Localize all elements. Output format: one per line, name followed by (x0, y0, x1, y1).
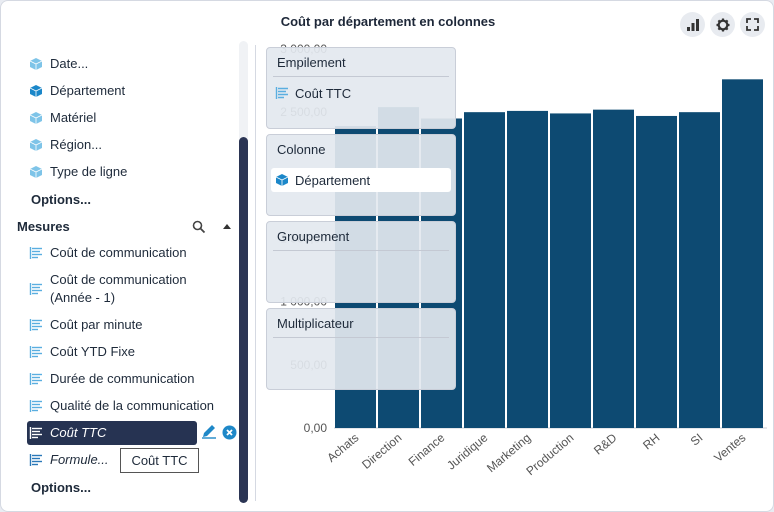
drag-tooltip: Coût TTC (120, 448, 199, 473)
measure-icon (29, 400, 42, 412)
measure-item-label: Coût de communication (50, 245, 187, 260)
measure-item-label: Coût de communication (Année - 1) (50, 272, 187, 305)
bar-si (679, 112, 720, 429)
edit-pencil-icon[interactable] (201, 423, 217, 439)
multiplier-zone[interactable]: Multiplicateur (266, 308, 456, 390)
settings-button[interactable] (710, 12, 735, 37)
measure-item-label: Coût YTD Fixe (50, 344, 136, 359)
measure-icon (29, 319, 42, 331)
cube-icon (29, 85, 43, 97)
zone-divider (273, 76, 449, 77)
column-chip[interactable]: Département (271, 168, 451, 192)
measure-item-formula[interactable]: Formule... (29, 451, 109, 469)
x-tick-label: Finance (406, 430, 448, 468)
measure-icon (29, 283, 42, 295)
window-title: Coût par département en colonnes (280, 14, 496, 29)
x-tick-label: Ventes (711, 431, 748, 465)
chip-label: Coût TTC (295, 85, 352, 101)
dimension-item-label: Région... (50, 137, 103, 152)
dimension-item-label: Type de ligne (50, 164, 128, 179)
dimension-item-date[interactable]: Date... (29, 55, 88, 73)
cube-icon (29, 166, 43, 178)
bar-marketing (507, 110, 548, 429)
measure-item-label: Durée de communication (50, 371, 195, 386)
measure-item-label: Formule... (50, 452, 109, 467)
measure-item[interactable]: Coût par minute (29, 316, 143, 334)
measure-item[interactable]: Durée de communication (29, 370, 195, 388)
dimension-item-label: Date... (50, 56, 89, 71)
bar-rh (636, 115, 677, 428)
measure-icon (29, 247, 42, 259)
stacking-chip[interactable]: Coût TTC (271, 81, 451, 105)
fullscreen-icon (746, 18, 759, 31)
zone-divider (273, 250, 449, 251)
x-tick-label: Achats (324, 431, 361, 465)
collapse-arrow-icon[interactable] (222, 223, 232, 230)
zone-title: Colonne (277, 142, 326, 157)
cube-icon (29, 112, 43, 124)
grouping-zone[interactable]: Groupement (266, 221, 456, 303)
bar-chart-icon (686, 18, 699, 31)
x-tick-label: SI (688, 431, 706, 449)
x-tick-label: R&D (591, 430, 620, 457)
x-tick-label: RH (640, 431, 662, 453)
measure-icon (275, 87, 288, 99)
measure-item[interactable]: Qualité de la communication (29, 397, 214, 415)
dimension-item-type-de-ligne[interactable]: Type de ligne (29, 163, 127, 181)
chip-label: Département (295, 172, 371, 188)
measure-item-label: Qualité de la communication (50, 398, 215, 413)
x-tick-label: Production (523, 431, 576, 479)
cube-icon (275, 174, 289, 186)
cube-icon (29, 139, 43, 151)
dimension-item-region[interactable]: Région... (29, 136, 102, 154)
measures-section-title: Mesures (17, 219, 70, 234)
measure-icon (29, 346, 42, 358)
bar-juridique (464, 112, 505, 429)
remove-circle-icon[interactable] (222, 425, 237, 440)
measure-icon (29, 373, 42, 385)
x-tick-label: Juridique (444, 430, 491, 472)
dimension-item-label: Matériel (50, 110, 97, 125)
scrollbar-thumb[interactable] (239, 137, 248, 503)
bar-rd (593, 109, 634, 428)
bar-ventes (722, 79, 763, 428)
y-tick-label: 0,00 (304, 421, 328, 435)
field-list-panel: Date... Département Matériel Région... T… (9, 35, 241, 507)
search-icon[interactable] (192, 220, 206, 234)
zone-title: Empilement (277, 55, 346, 70)
zone-title: Multiplicateur (277, 316, 354, 331)
panel-divider (255, 45, 256, 501)
dimensions-options-link[interactable]: Options... (31, 192, 91, 207)
x-tick-label: Direction (359, 431, 404, 472)
dimension-item-materiel[interactable]: Matériel (29, 109, 96, 127)
measure-item-label: Coût TTC (50, 425, 107, 440)
zone-title: Groupement (277, 229, 350, 244)
measure-item-selected[interactable]: Coût TTC (29, 424, 106, 442)
measure-icon (29, 427, 42, 439)
measure-item[interactable]: Coût YTD Fixe (29, 343, 135, 361)
bar-production (550, 113, 591, 429)
chart-type-button[interactable] (680, 12, 705, 37)
zone-divider (273, 337, 449, 338)
measure-item[interactable]: Coût de communication (29, 244, 187, 262)
gear-icon (716, 18, 729, 31)
dimension-item-departement[interactable]: Département (29, 82, 125, 100)
measures-options-link[interactable]: Options... (31, 480, 91, 495)
dimension-item-label: Département (50, 83, 126, 98)
measure-item-label: Coût par minute (50, 317, 143, 332)
stacking-zone[interactable]: Empilement Coût TTC (266, 47, 456, 129)
cube-icon (29, 58, 43, 70)
measure-icon (29, 454, 42, 466)
column-zone[interactable]: Colonne Département (266, 134, 456, 216)
fullscreen-button[interactable] (740, 12, 765, 37)
measure-item[interactable]: Coût de communication (Année - 1) (29, 271, 209, 307)
selected-measure-highlight (27, 421, 197, 445)
